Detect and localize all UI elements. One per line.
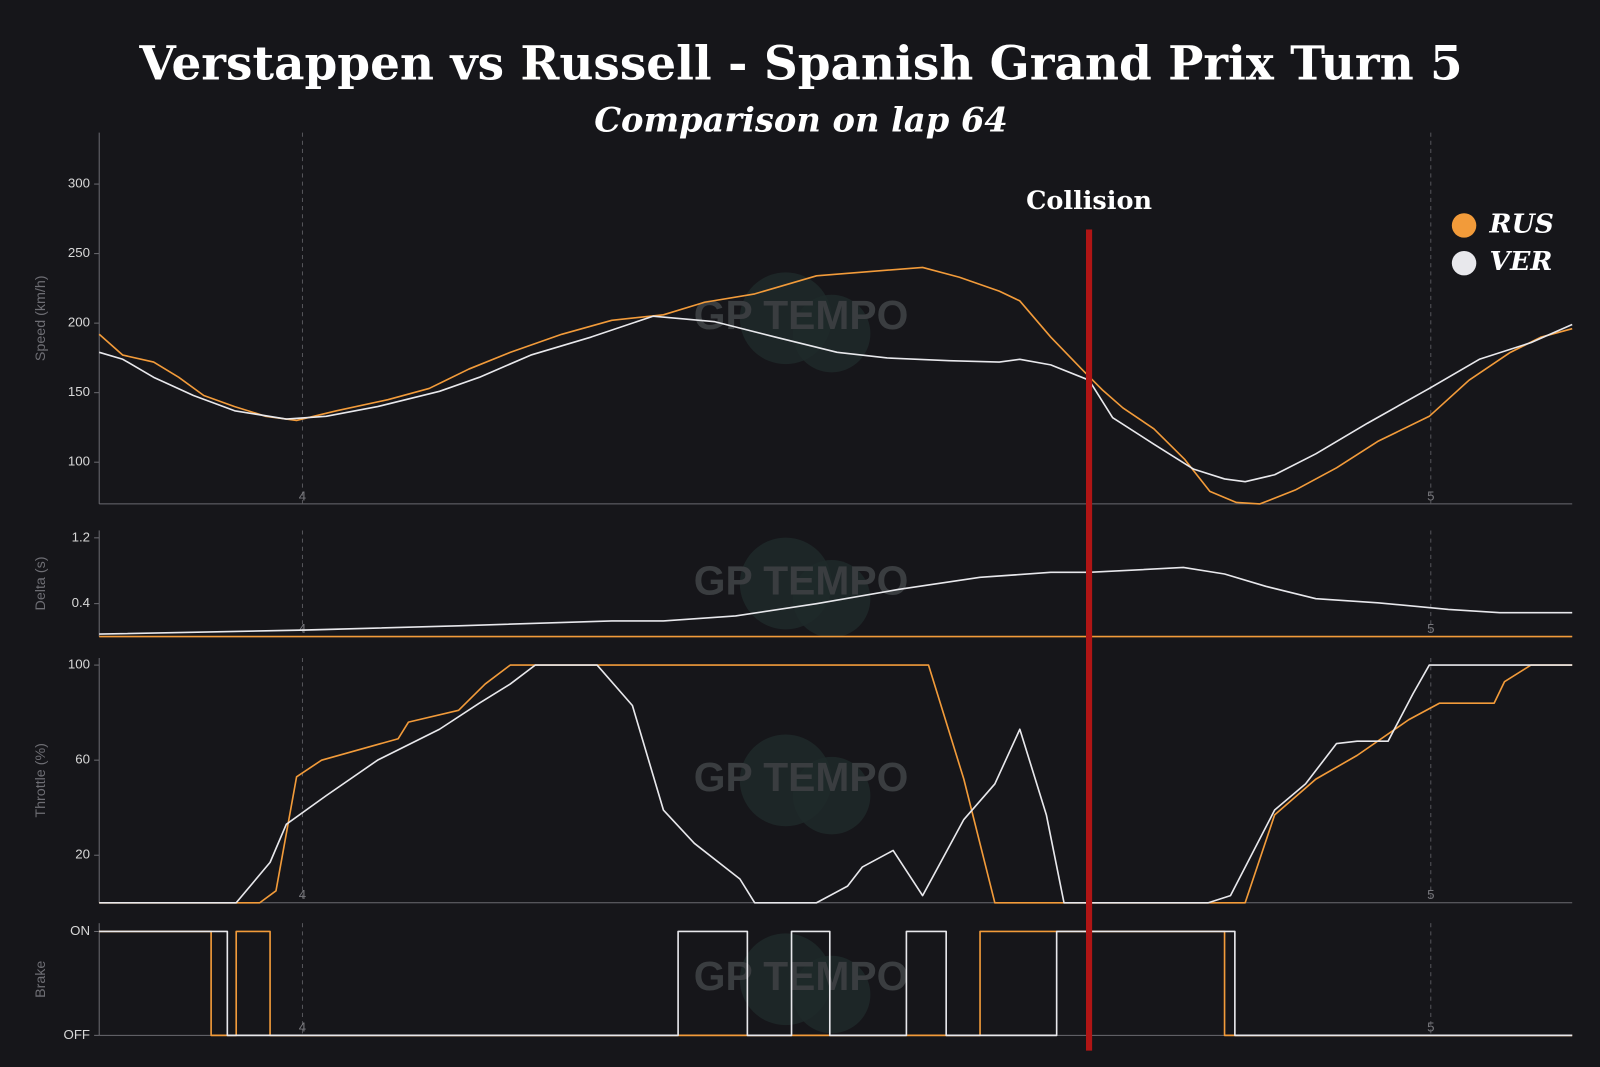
- y-axis-label: Throttle (%): [33, 743, 49, 818]
- watermark-shape: [792, 955, 871, 1034]
- watermark-shape: [792, 560, 871, 638]
- y-tick-label: 150: [68, 384, 90, 399]
- corner-label: 4: [299, 488, 306, 503]
- series-line: [98, 315, 1573, 483]
- watermark: GP TEMPO: [694, 953, 909, 999]
- y-tick-label: 300: [68, 176, 90, 191]
- legend-marker: [1451, 213, 1477, 238]
- watermark-shape: [792, 756, 871, 835]
- y-axis-label: Delta (s): [33, 557, 49, 611]
- legend-label: VER: [1490, 246, 1553, 277]
- watermark-shape: [792, 294, 871, 373]
- corner-label: 5: [1427, 887, 1434, 902]
- y-tick-label: 100: [68, 454, 90, 469]
- corner-label: 4: [299, 887, 306, 902]
- y-tick-label: 0.4: [72, 595, 90, 610]
- y-tick-label: 1.2: [72, 529, 90, 544]
- series-line: [99, 566, 1573, 635]
- watermark: GP TEMPO: [694, 292, 909, 338]
- legend-marker: [1451, 250, 1477, 276]
- legend-label: RUS: [1489, 208, 1554, 239]
- series-line: [99, 664, 1573, 904]
- series-line: [99, 930, 1573, 1037]
- watermark: GP TEMPO: [694, 754, 909, 800]
- y-tick-label: 200: [68, 315, 90, 330]
- y-tick-label: OFF: [64, 1027, 91, 1042]
- y-tick-label: 250: [68, 245, 90, 260]
- chart-title: Verstappen vs Russell - Spanish Grand Pr…: [138, 36, 1462, 91]
- y-tick-label: ON: [70, 923, 90, 938]
- series-line: [99, 930, 1573, 1037]
- corner-label: 5: [1427, 621, 1434, 636]
- y-axis-label: Speed (km/h): [33, 275, 49, 361]
- series-line: [99, 664, 1573, 904]
- y-axis-label: Brake: [33, 961, 49, 998]
- y-tick-label: 100: [68, 657, 90, 672]
- corner-label: 4: [299, 621, 306, 636]
- corner-label: 4: [299, 1020, 306, 1035]
- corner-label: 5: [1427, 1020, 1434, 1035]
- watermark: GP TEMPO: [694, 557, 909, 603]
- corner-label: 5: [1427, 488, 1434, 503]
- y-tick-label: 60: [75, 752, 90, 767]
- y-tick-label: 20: [75, 847, 90, 862]
- chart-subtitle: Comparison on lap 64: [594, 99, 1008, 139]
- annotation-label: Collision: [1026, 186, 1152, 216]
